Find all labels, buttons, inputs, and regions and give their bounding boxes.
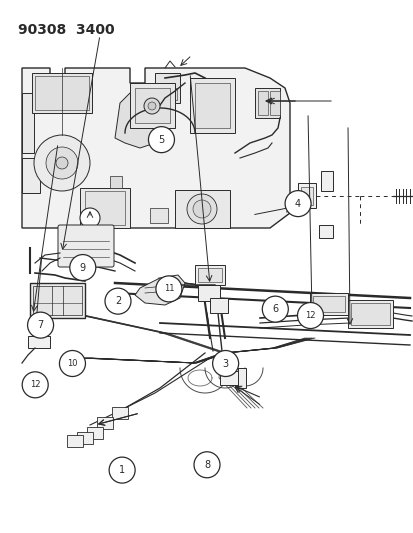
Circle shape: [297, 303, 323, 328]
Circle shape: [156, 276, 181, 302]
Text: 7: 7: [37, 320, 44, 330]
Bar: [209, 298, 228, 313]
Bar: [195, 83, 230, 128]
Circle shape: [70, 255, 95, 280]
Text: 3: 3: [222, 359, 228, 368]
Bar: [237, 368, 245, 388]
Text: 10: 10: [67, 359, 78, 368]
Bar: [135, 88, 170, 123]
FancyBboxPatch shape: [58, 225, 114, 267]
Polygon shape: [115, 88, 170, 148]
Circle shape: [285, 191, 310, 216]
Circle shape: [28, 312, 53, 338]
Circle shape: [194, 452, 219, 478]
Circle shape: [262, 296, 287, 322]
Circle shape: [192, 200, 211, 218]
Bar: [197, 268, 221, 282]
Bar: [80, 188, 130, 228]
Bar: [67, 435, 83, 447]
Circle shape: [22, 372, 48, 398]
Circle shape: [34, 135, 90, 191]
Bar: [190, 78, 235, 133]
Polygon shape: [135, 275, 185, 305]
Bar: [22, 158, 40, 193]
Bar: [254, 88, 279, 118]
Text: 12: 12: [304, 311, 315, 320]
Bar: [318, 225, 332, 238]
Bar: [320, 171, 332, 191]
Text: 2: 2: [114, 296, 121, 306]
Circle shape: [105, 288, 131, 314]
Circle shape: [109, 457, 135, 483]
Circle shape: [80, 208, 100, 228]
Bar: [35, 76, 89, 110]
Bar: [33, 286, 82, 315]
Bar: [97, 417, 113, 429]
Bar: [158, 88, 177, 100]
Bar: [112, 407, 128, 419]
Bar: [257, 91, 267, 115]
Text: 5: 5: [158, 135, 164, 144]
Bar: [77, 432, 93, 444]
Bar: [30, 283, 85, 318]
Text: 8: 8: [204, 460, 209, 470]
Bar: [22, 93, 34, 153]
Text: 6: 6: [272, 304, 278, 314]
Text: 9: 9: [80, 263, 85, 272]
Bar: [85, 191, 125, 225]
Circle shape: [148, 127, 174, 152]
Bar: [297, 183, 315, 208]
Bar: [309, 293, 347, 315]
Bar: [350, 303, 389, 325]
Bar: [32, 73, 92, 113]
Circle shape: [212, 351, 238, 376]
Bar: [28, 336, 50, 348]
Bar: [347, 300, 392, 328]
Text: 90308  3400: 90308 3400: [18, 23, 114, 37]
Circle shape: [56, 157, 68, 169]
Circle shape: [59, 351, 85, 376]
Text: 1: 1: [119, 465, 125, 475]
Bar: [269, 91, 279, 115]
Circle shape: [147, 102, 156, 110]
Bar: [219, 371, 242, 385]
Text: 4: 4: [294, 199, 300, 208]
Circle shape: [46, 147, 78, 179]
Bar: [312, 296, 344, 312]
Bar: [150, 208, 168, 223]
Polygon shape: [22, 68, 289, 228]
Bar: [197, 285, 219, 301]
Bar: [175, 190, 230, 228]
Text: 12: 12: [30, 381, 40, 389]
Circle shape: [144, 98, 159, 114]
Circle shape: [187, 194, 216, 224]
Bar: [195, 265, 224, 285]
Bar: [130, 83, 175, 128]
Text: 11: 11: [163, 285, 174, 293]
Bar: [110, 176, 122, 188]
Bar: [300, 187, 312, 205]
Bar: [87, 427, 103, 439]
Bar: [154, 73, 180, 103]
